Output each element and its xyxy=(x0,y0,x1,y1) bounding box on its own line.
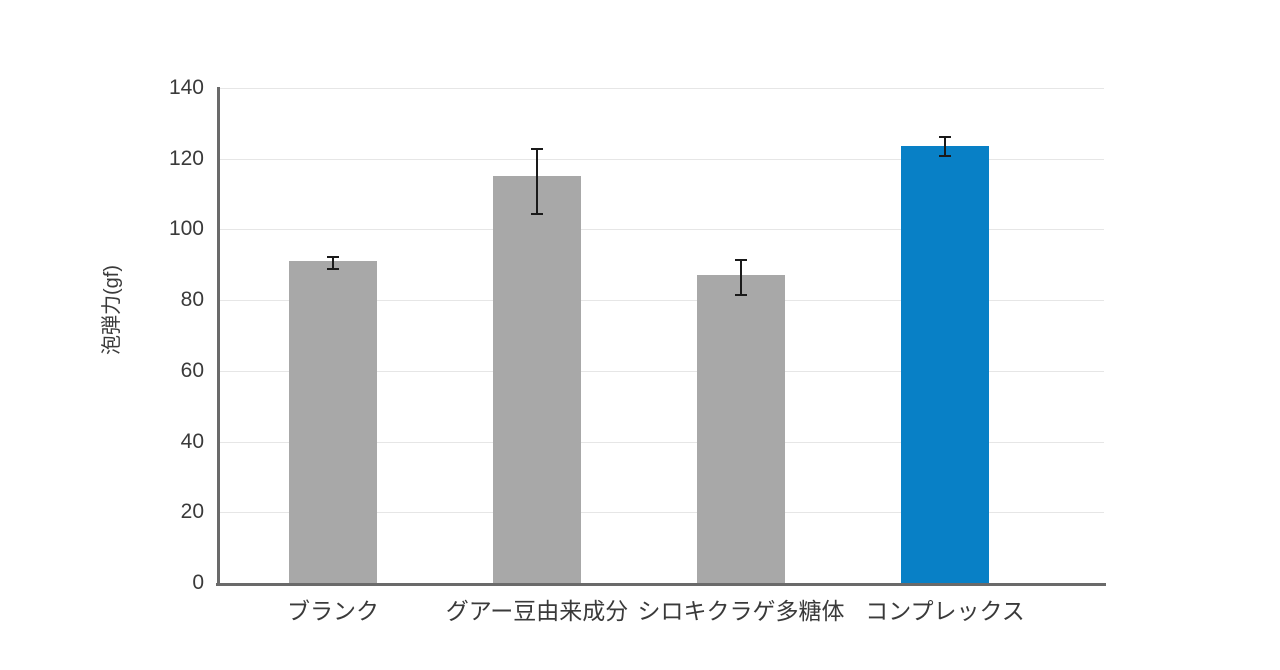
y-tick-label-80: 80 xyxy=(180,288,204,311)
bar-1 xyxy=(289,261,377,583)
error-line xyxy=(332,258,334,268)
error-cap-bottom xyxy=(327,268,339,270)
error-cap-top xyxy=(735,259,747,261)
error-bar-1 xyxy=(327,256,339,270)
error-bar-4 xyxy=(939,136,951,157)
gridline-20 xyxy=(217,512,1104,513)
gridline-120 xyxy=(217,159,1104,160)
category-label-2: グアー豆由来成分 xyxy=(445,598,629,624)
category-label-4: コンプレックス xyxy=(865,598,1025,624)
y-tick-label-0: 0 xyxy=(192,571,204,594)
y-tick-label-120: 120 xyxy=(168,147,204,170)
y-tick-label-20: 20 xyxy=(180,500,204,523)
error-cap-top xyxy=(939,136,951,138)
error-cap-top xyxy=(327,256,339,258)
gridline-40 xyxy=(217,442,1104,443)
gridline-80 xyxy=(217,300,1104,301)
error-line xyxy=(944,138,946,155)
category-label-1: ブランク xyxy=(287,598,379,624)
error-cap-bottom xyxy=(531,213,543,215)
bar-4 xyxy=(901,146,989,583)
y-tick-label-140: 140 xyxy=(168,76,204,99)
gridline-100 xyxy=(217,229,1104,230)
category-label-3: シロキクラゲ多糖体 xyxy=(637,598,845,624)
error-cap-bottom xyxy=(939,155,951,157)
y-tick-label-40: 40 xyxy=(180,430,204,453)
bar-2 xyxy=(493,176,581,583)
error-line xyxy=(536,150,538,213)
error-bar-2 xyxy=(531,148,543,215)
y-axis-line xyxy=(217,87,220,586)
x-axis-line xyxy=(216,583,1106,586)
gridline-140 xyxy=(217,88,1104,89)
error-bar-3 xyxy=(735,259,747,296)
bar-3 xyxy=(697,275,785,583)
y-tick-label-100: 100 xyxy=(168,217,204,240)
error-cap-top xyxy=(531,148,543,150)
error-cap-bottom xyxy=(735,294,747,296)
y-axis-title: 泡弾力(gf) xyxy=(101,265,123,355)
error-line xyxy=(740,261,742,294)
y-tick-label-60: 60 xyxy=(180,359,204,382)
gridline-60 xyxy=(217,371,1104,372)
